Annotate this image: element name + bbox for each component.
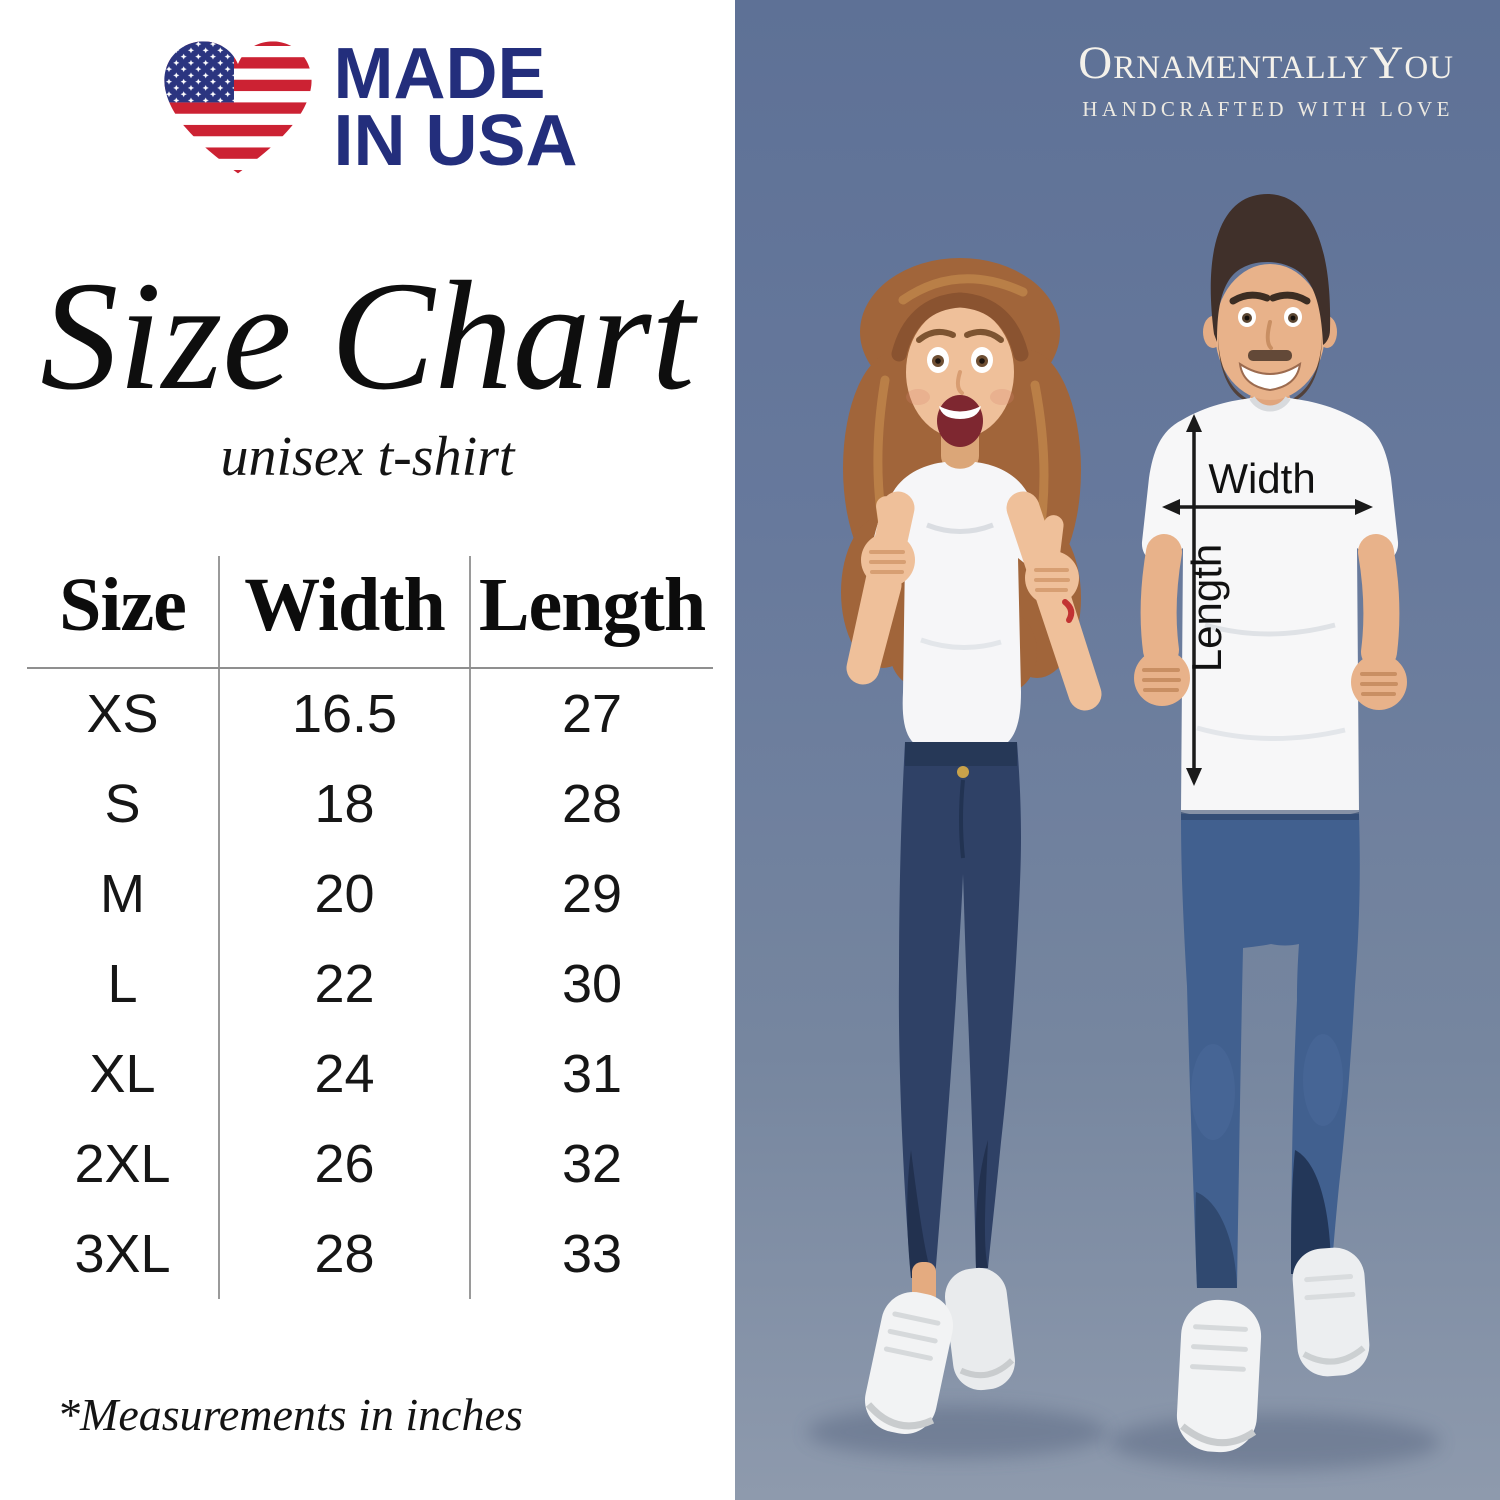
width-arrow <box>1162 499 1373 515</box>
woman-face <box>906 328 1014 447</box>
length-cell: 32 <box>469 1119 713 1209</box>
couple-photo: Width Length OrnamentallyYou HANDCRAFTED… <box>735 0 1500 1500</box>
width-cell: 24 <box>218 1029 470 1119</box>
made-in-usa-text: MADE IN USA <box>333 34 578 181</box>
woman-figure <box>841 258 1102 1434</box>
brand-name: OrnamentallyYou <box>1078 37 1454 89</box>
width-cell: 28 <box>218 1209 470 1299</box>
table-row: M 20 29 <box>27 849 713 939</box>
woman-arms <box>846 491 1102 711</box>
table-row: XS 16.5 27 <box>27 668 713 759</box>
man-face <box>1229 291 1311 392</box>
man-hair <box>1210 194 1331 345</box>
width-cell: 18 <box>218 759 470 849</box>
length-cell: 28 <box>469 759 713 849</box>
table-row: 2XL 26 32 <box>27 1119 713 1209</box>
length-cell: 29 <box>469 849 713 939</box>
table-row: 3XL 28 33 <box>27 1209 713 1299</box>
badge-line-1: MADE <box>333 34 546 115</box>
woman-fringe <box>891 292 1029 362</box>
measurement-annotations: Width Length <box>1162 414 1373 786</box>
length-cell: 27 <box>469 668 713 759</box>
man-tshirt <box>1141 398 1399 820</box>
width-arrow-label: Width <box>1208 455 1315 502</box>
man-figure <box>1134 194 1407 1453</box>
column-header-size: Size <box>27 556 219 669</box>
column-header-width: Width <box>218 556 470 669</box>
size-table: Size Width Length XS 16.5 27 S 18 28 M 20 29 L 22 3… <box>27 556 713 1299</box>
table-row: XL 24 31 <box>27 1029 713 1119</box>
size-cell: XL <box>89 1044 156 1104</box>
size-cell: L <box>107 954 138 1014</box>
table-row: S 18 28 <box>27 759 713 849</box>
made-in-usa-badge: MADE IN USA <box>157 34 578 182</box>
table-row: L 22 30 <box>27 939 713 1029</box>
page-subtitle: unisex t-shirt <box>220 426 515 488</box>
woman-jeans <box>898 742 1021 1278</box>
man-arms <box>1134 534 1407 710</box>
length-arrow-label: Length <box>1183 544 1230 672</box>
woman-tshirt <box>871 462 1050 752</box>
size-table-header-row: Size Width Length <box>27 556 713 669</box>
man-jeans <box>1181 814 1360 1288</box>
size-cell: M <box>100 864 145 924</box>
width-cell: 16.5 <box>218 668 470 759</box>
size-cell: S <box>104 774 141 834</box>
size-cell: 2XL <box>74 1134 171 1194</box>
info-panel: MADE IN USA Size Chart unisex t-shirt Si… <box>0 0 735 1500</box>
length-arrow <box>1186 414 1202 786</box>
page-title: Size Chart <box>40 249 695 422</box>
badge-line-2: IN USA <box>333 101 578 181</box>
length-cell: 30 <box>469 939 713 1029</box>
usa-heart-flag-icon <box>163 41 312 174</box>
size-table-body: XS 16.5 27 S 18 28 M 20 29 L 22 30 XL 24 31 2XL 26 32 3XL 2… <box>27 668 713 1299</box>
measurements-footnote: *Measurements in inches <box>57 1389 523 1440</box>
size-cell: 3XL <box>74 1224 171 1284</box>
width-cell: 20 <box>218 849 470 939</box>
brand-block: OrnamentallyYou HANDCRAFTED WITH LOVE <box>1078 40 1454 120</box>
man-sneakers <box>1176 1247 1370 1453</box>
couple-illustration: Width Length <box>807 194 1440 1470</box>
size-cell: XS <box>86 684 159 744</box>
width-cell: 26 <box>218 1119 470 1209</box>
brand-tagline: HANDCRAFTED WITH LOVE <box>1082 97 1454 121</box>
length-cell: 31 <box>469 1029 713 1119</box>
column-header-length: Length <box>469 556 713 669</box>
length-cell: 33 <box>469 1209 713 1299</box>
width-cell: 22 <box>218 939 470 1029</box>
woman-sneakers <box>864 1267 1015 1434</box>
